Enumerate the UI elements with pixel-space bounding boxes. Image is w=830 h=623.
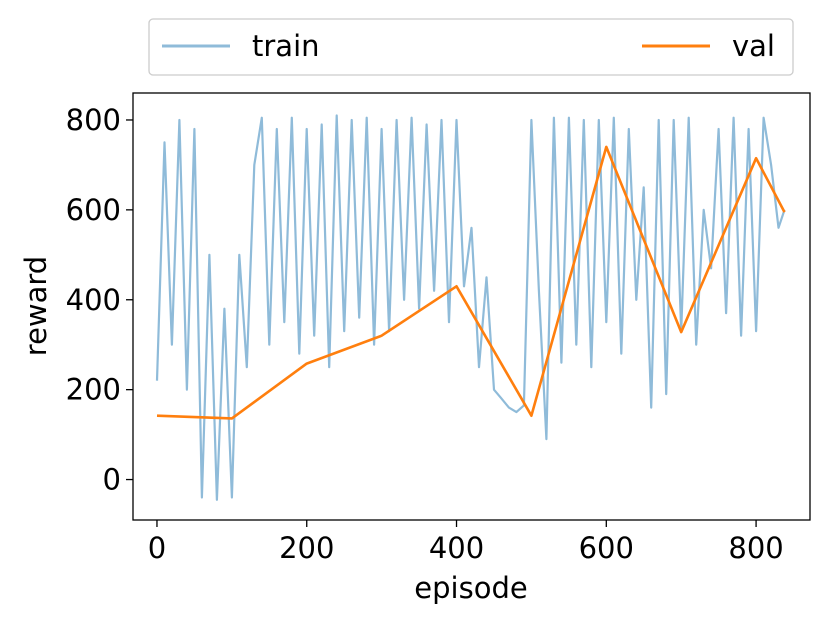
x-tick-label: 400: [429, 531, 484, 565]
x-tick-label: 200: [279, 531, 334, 565]
x-axis: 0 200 400 600 800: [148, 520, 784, 565]
y-tick-label: 0: [103, 463, 121, 497]
plot-frame: [132, 92, 811, 521]
y-tick-label: 400: [66, 283, 121, 317]
x-tick-label: 800: [728, 531, 783, 565]
y-axis: 0 200 400 600 800: [66, 103, 133, 497]
y-tick-label: 200: [66, 373, 121, 407]
legend-train-label: train: [252, 29, 320, 63]
y-axis-label: reward: [19, 256, 53, 356]
plot-background: [133, 93, 810, 520]
series-layer: [155, 114, 786, 501]
x-tick-label: 600: [579, 531, 634, 565]
y-tick-label: 600: [66, 193, 121, 227]
legend-val-label: val: [732, 29, 775, 63]
legend: train val: [148, 18, 794, 76]
x-axis-label: episode: [414, 571, 527, 605]
y-tick-label: 800: [66, 103, 121, 137]
series-line-val: [156, 145, 786, 420]
legend-box: [148, 18, 794, 76]
x-tick-label: 0: [148, 531, 166, 565]
